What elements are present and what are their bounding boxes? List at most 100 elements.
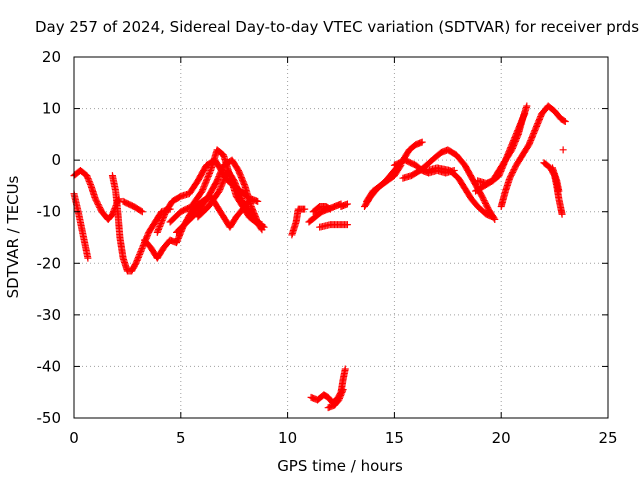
data-point (335, 394, 343, 402)
data-point (201, 181, 209, 189)
data-point (218, 181, 226, 189)
data-point (159, 214, 167, 222)
data-point (221, 172, 229, 180)
data-point (325, 204, 333, 212)
data-point (200, 183, 208, 191)
data-point (337, 390, 345, 398)
data-point (231, 178, 239, 186)
data-point (158, 217, 166, 225)
x-tick-label: 10 (278, 429, 297, 447)
data-point (83, 172, 91, 180)
data-point (137, 246, 145, 254)
chart-title: Day 257 of 2024, Sidereal Day-to-day VTE… (35, 18, 639, 36)
data-point (257, 224, 265, 232)
data-point (204, 172, 212, 180)
data-point (84, 254, 92, 262)
x-axis-label: GPS time / hours (277, 457, 403, 475)
data-point (158, 218, 166, 226)
x-tick-label: 5 (176, 429, 186, 447)
data-point (234, 186, 242, 194)
data-point (418, 138, 426, 146)
x-tick-labels: 0 5 10 15 20 25 (69, 429, 617, 447)
data-point (198, 187, 206, 195)
x-tick-label: 20 (492, 429, 511, 447)
data-point (218, 180, 226, 188)
data-point (215, 187, 223, 195)
data-points (70, 102, 569, 412)
x-tick-label: 15 (385, 429, 404, 447)
data-point (201, 180, 209, 188)
data-point (85, 176, 93, 184)
data-point (216, 184, 224, 192)
data-point (154, 227, 162, 235)
data-point (86, 179, 94, 187)
data-point (521, 110, 529, 118)
y-tick-label: 10 (42, 100, 61, 118)
data-point (339, 386, 347, 394)
data-point (301, 205, 309, 213)
data-point (138, 208, 146, 216)
data-point (203, 175, 211, 183)
data-point (558, 210, 566, 218)
data-point (205, 169, 213, 177)
x-tick-label: 25 (598, 429, 617, 447)
data-point (221, 174, 229, 182)
data-point (235, 189, 243, 197)
data-point (258, 226, 266, 234)
data-point (336, 393, 344, 401)
data-point (337, 392, 345, 400)
data-point (216, 186, 224, 194)
axis-ticks (73, 56, 609, 419)
data-point (139, 243, 147, 251)
y-tick-label: -40 (37, 357, 62, 375)
y-tick-label: -10 (37, 203, 62, 221)
data-point (233, 184, 241, 192)
data-point (343, 200, 351, 208)
data-point (137, 247, 145, 255)
data-point (523, 102, 531, 110)
data-point (338, 389, 346, 397)
data-point (138, 245, 146, 253)
data-point (220, 177, 228, 185)
data-point (489, 213, 497, 221)
data-point (236, 192, 244, 200)
data-point (160, 212, 168, 220)
data-point (153, 228, 161, 236)
x-tick-label: 0 (69, 429, 79, 447)
data-point (85, 178, 93, 186)
data-point (144, 231, 152, 239)
data-point (555, 187, 563, 195)
data-point (204, 174, 212, 182)
data-point (326, 205, 334, 213)
y-tick-label: -20 (37, 254, 62, 272)
data-point (156, 221, 164, 229)
data-point (136, 249, 144, 257)
data-point (199, 186, 207, 194)
data-point (134, 255, 142, 263)
data-point (83, 173, 91, 181)
data-point (132, 259, 140, 267)
data-point (206, 168, 214, 176)
data-point (343, 221, 351, 229)
y-tick-label: 20 (42, 48, 61, 66)
y-tick-label: -30 (37, 306, 62, 324)
y-tick-label: 0 (51, 151, 61, 169)
data-point (237, 193, 245, 201)
data-point (233, 183, 241, 191)
data-point (137, 207, 145, 215)
data-point (156, 222, 164, 230)
y-tick-label: -50 (37, 409, 62, 427)
data-point (84, 175, 92, 183)
data-point (159, 215, 167, 223)
data-point (202, 177, 210, 185)
data-point (155, 225, 163, 233)
data-point (217, 183, 225, 191)
data-point (136, 250, 144, 258)
data-point (202, 178, 210, 186)
data-point (134, 253, 142, 261)
data-point (157, 220, 165, 228)
data-point (205, 171, 213, 179)
data-point (155, 224, 163, 232)
data-point (135, 252, 143, 260)
